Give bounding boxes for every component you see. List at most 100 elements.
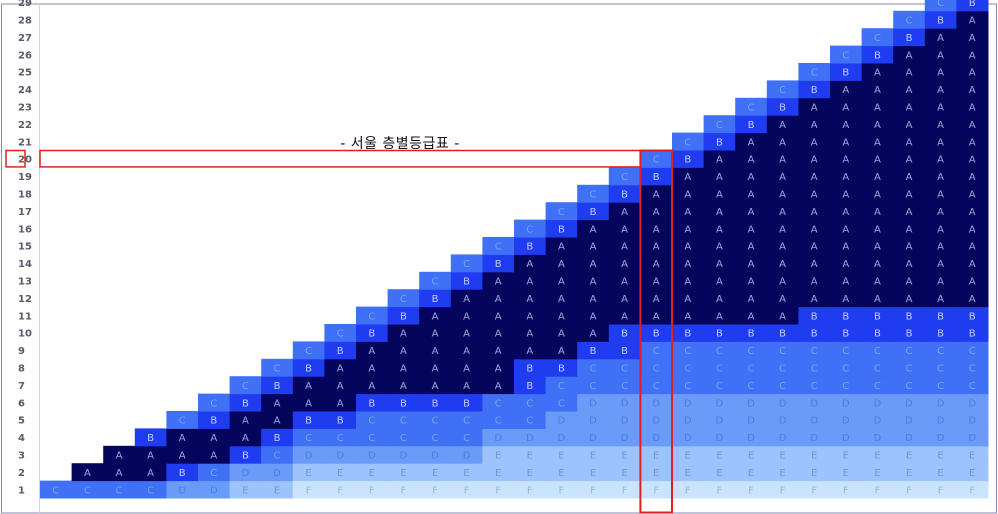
grade-cell (798, 202, 831, 221)
grade-cell (766, 115, 799, 134)
grade-cell (577, 393, 610, 412)
grade-cell (893, 97, 926, 116)
grade-label: C (116, 485, 123, 496)
grade-label: D (716, 416, 724, 427)
grade-label: A (842, 242, 849, 253)
grade-label: C (210, 398, 217, 409)
grade-label: A (937, 259, 944, 270)
grade-cell (608, 411, 641, 429)
grade-cell (419, 428, 452, 447)
grade-cell (292, 445, 325, 464)
grade-cell (861, 202, 894, 221)
grade-label: A (495, 346, 502, 357)
grade-cell (577, 237, 610, 255)
grade-label: C (811, 381, 818, 392)
grade-cell (861, 306, 894, 325)
grade-label: D (779, 398, 787, 409)
grade-label: A (716, 242, 723, 253)
grade-label: B (874, 329, 881, 340)
grade-cell (229, 376, 262, 395)
grade-label: C (274, 364, 281, 375)
grade-cell (830, 219, 863, 238)
grade-label: A (368, 364, 375, 375)
grade-cell (514, 254, 547, 273)
grade-label: E (369, 468, 375, 479)
grade-cell (229, 463, 262, 482)
grade-cell (861, 63, 894, 81)
grade-cell (261, 445, 294, 464)
grade-cell (640, 237, 673, 255)
grade-cell (735, 219, 768, 238)
grade-cell (103, 463, 136, 482)
grade-cell (356, 376, 389, 395)
grade-label: A (969, 137, 976, 148)
grade-cell (893, 167, 926, 186)
grade-label: A (305, 381, 312, 392)
grade-cell (640, 271, 673, 290)
grade-label: F (369, 485, 375, 496)
grade-label: F (811, 485, 817, 496)
grade-cell (956, 45, 989, 64)
grade-label: B (748, 329, 755, 340)
grade-label: A (558, 242, 565, 253)
grade-cell (893, 411, 926, 429)
grade-label: C (748, 346, 755, 357)
grade-cell (703, 411, 736, 429)
grade-cell (798, 132, 831, 151)
grade-cell (766, 324, 799, 342)
grade-cell (545, 480, 578, 499)
grade-cell (672, 411, 705, 429)
grade-cell (893, 341, 926, 360)
grade-label: C (874, 33, 881, 44)
grade-cell (577, 324, 610, 342)
grade-cell (514, 271, 547, 290)
grade-cell (672, 237, 705, 255)
grade-cell (956, 115, 989, 134)
grade-label: A (653, 259, 660, 270)
grade-label: A (116, 468, 123, 479)
grade-cell (830, 428, 863, 447)
grade-cell (608, 219, 641, 238)
grade-cell (830, 480, 863, 499)
grade-label: B (368, 398, 375, 409)
grade-label: D (621, 398, 629, 409)
grade-cell (924, 445, 957, 464)
grade-label: C (590, 364, 597, 375)
grade-cell (735, 393, 768, 412)
row-number-label: 26 (18, 50, 32, 61)
grade-cell (640, 463, 673, 482)
grade-label: C (242, 381, 249, 392)
grade-label: E (400, 468, 406, 479)
grade-cell (893, 376, 926, 395)
grade-cell (608, 202, 641, 221)
grade-cell (608, 445, 641, 464)
grade-cell (956, 306, 989, 325)
grade-label: A (400, 381, 407, 392)
grade-cell (924, 254, 957, 273)
grade-cell (956, 411, 989, 429)
grade-label: A (842, 294, 849, 305)
grade-cell (924, 115, 957, 134)
grade-cell (419, 393, 452, 412)
grade-cell (924, 184, 957, 203)
grade-label: B (969, 311, 976, 322)
grade-label: B (653, 329, 660, 340)
grade-label: D (463, 451, 471, 462)
grade-label: A (811, 103, 818, 114)
grade-cell (830, 45, 863, 64)
grade-cell (419, 271, 452, 290)
grade-label: C (842, 50, 849, 61)
grade-label: A (210, 451, 217, 462)
grade-label: B (906, 33, 913, 44)
grade-label: C (811, 346, 818, 357)
grade-cell (798, 463, 831, 482)
grade-cell (450, 254, 483, 273)
grade-label: C (463, 433, 470, 444)
grade-label: C (969, 346, 976, 357)
grade-label: A (748, 242, 755, 253)
grade-label: A (874, 137, 881, 148)
grade-cell (703, 237, 736, 255)
grade-label: A (684, 294, 691, 305)
grade-label: F (401, 485, 407, 496)
grade-label: F (559, 485, 565, 496)
